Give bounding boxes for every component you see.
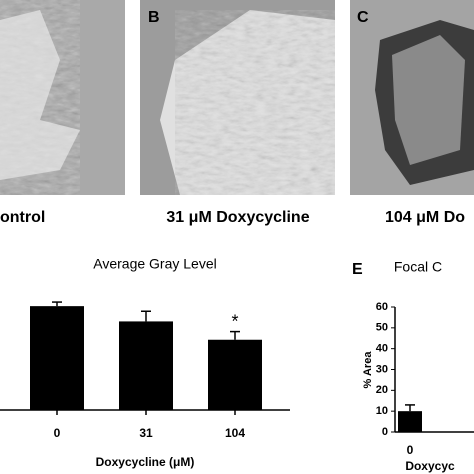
annotation: * [231,311,238,331]
x-tick-label: 31 [139,426,153,440]
x-tick-label: 0 [54,426,61,440]
bar [30,306,84,410]
micrograph-c: C [350,0,474,195]
y-axis-label: % Area [362,351,374,389]
x-axis-label: Doxycyc [405,459,455,473]
chart-title: Focal C [394,259,442,275]
y-tick-label: 20 [376,384,388,396]
panel-letter: B [148,9,160,26]
x-tick-label: 104 [225,426,245,440]
panel-caption: ontrol [0,209,45,226]
micrograph-b: B [140,0,335,195]
y-tick-label: 10 [376,405,388,417]
panel-caption: 31 μM Doxycycline [166,209,309,226]
bar [208,339,262,410]
y-tick-label: 0 [382,426,388,438]
y-tick-label: 40 [376,343,388,355]
bar [398,411,422,432]
panel-letter: C [357,9,369,26]
y-tick-label: 30 [376,363,388,375]
y-tick-label: 50 [376,322,388,334]
chart-title: Average Gray Level [93,256,216,272]
panel-letter: E [352,261,363,278]
x-tick-label: 0 [407,443,414,457]
micrograph-a [0,0,125,195]
y-tick-label: 60 [376,301,388,313]
panel-caption: 104 μM Do [385,209,465,226]
bar [119,321,173,410]
x-axis-label: Doxycycline (μM) [96,455,195,469]
